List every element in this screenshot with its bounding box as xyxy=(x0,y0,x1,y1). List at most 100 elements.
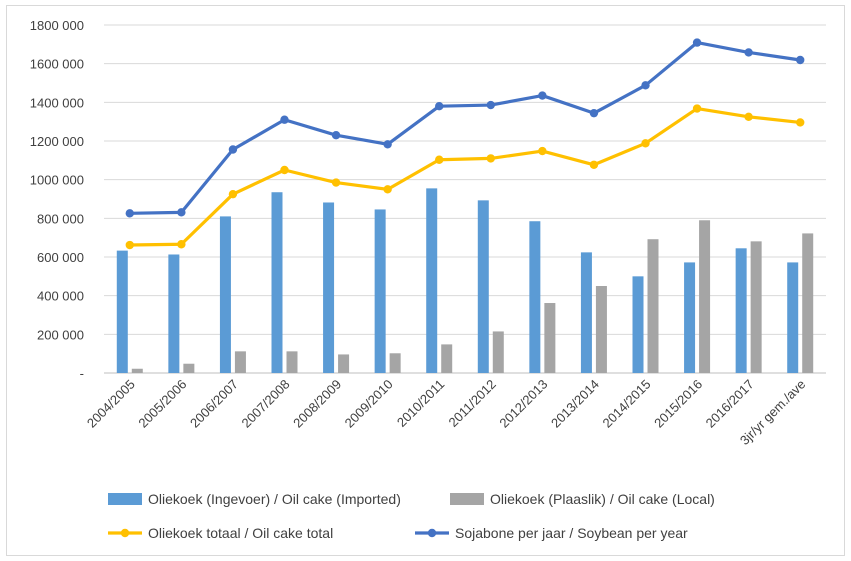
legend-swatch xyxy=(450,493,484,505)
y-tick-label: 1600 000 xyxy=(30,57,84,72)
point-oil-cake-total xyxy=(641,139,650,148)
x-tick-label: 2008/2009 xyxy=(290,377,344,431)
bar-imported xyxy=(374,209,386,373)
y-tick-label: 600 000 xyxy=(37,250,84,265)
bar-local xyxy=(131,368,143,373)
point-oil-cake-total xyxy=(796,118,805,127)
point-soybean xyxy=(589,108,599,118)
point-oil-cake-total xyxy=(125,240,134,250)
bar-local xyxy=(286,351,298,373)
point-soybean xyxy=(228,145,238,154)
point-soybean xyxy=(331,131,341,140)
point-soybean xyxy=(641,81,650,90)
x-tick-label: 2010/2011 xyxy=(394,377,447,430)
point-oil-cake-total xyxy=(692,104,702,113)
y-axis: - 200 000 400 000 600 000 800 000 1000 000 120… xyxy=(30,18,84,381)
point-oil-cake-total xyxy=(435,155,444,164)
legend-swatch-marker xyxy=(120,528,130,538)
bar-imported xyxy=(684,262,696,373)
bar-local xyxy=(234,351,246,373)
point-soybean xyxy=(435,102,444,111)
legend-item: Oliekoek (Ingevoer) / Oil cake (Imported… xyxy=(108,491,401,507)
point-soybean xyxy=(280,115,289,124)
point-oil-cake-total xyxy=(177,240,186,249)
bar-local xyxy=(544,303,556,373)
legend-label: Sojabone per jaar / Soybean per year xyxy=(455,525,688,541)
bar-local xyxy=(389,353,401,373)
legend-swatch-marker xyxy=(427,528,437,538)
bar-imported xyxy=(219,216,231,373)
point-soybean xyxy=(177,208,186,217)
bar-imported xyxy=(116,250,128,373)
x-tick-label: 2015/2016 xyxy=(651,377,705,431)
bar-imported xyxy=(529,221,541,373)
x-tick-label: 2009/2010 xyxy=(342,377,396,431)
x-tick-label: 2013/2014 xyxy=(548,377,602,431)
bar-imported xyxy=(787,262,799,373)
point-oil-cake-total xyxy=(486,154,495,163)
y-tick-label: 800 000 xyxy=(37,211,84,226)
line-soybean xyxy=(129,40,801,215)
bar-imported xyxy=(735,248,747,373)
x-tick-label: 2007/2008 xyxy=(239,377,293,431)
point-oil-cake-total xyxy=(228,189,238,199)
x-tick-label: 2004/2005 xyxy=(84,377,138,431)
bar-local xyxy=(699,220,711,373)
bar-imported xyxy=(632,276,644,373)
y-tick-label: - xyxy=(80,366,84,381)
x-tick-label: 2012/2013 xyxy=(496,377,550,431)
legend-label: Oliekoek totaal / Oil cake total xyxy=(148,525,333,541)
x-tick-label: 2011/2012 xyxy=(446,377,499,430)
legend-item: Oliekoek (Plaaslik) / Oil cake (Local) xyxy=(450,491,715,507)
bar-local xyxy=(183,363,195,373)
bar-imported xyxy=(477,200,489,373)
bar-local xyxy=(595,286,607,373)
y-tick-label: 1200 000 xyxy=(30,134,84,149)
y-tick-label: 1400 000 xyxy=(30,95,84,110)
point-oil-cake-total xyxy=(331,178,341,187)
point-oil-cake-total xyxy=(744,112,753,122)
bar-local xyxy=(338,354,350,373)
legend-label: Oliekoek (Plaaslik) / Oil cake (Local) xyxy=(490,491,715,507)
point-oil-cake-total xyxy=(280,165,289,175)
x-tick-label: 2016/2017 xyxy=(703,377,757,431)
bar-imported xyxy=(580,252,592,373)
legend-item: Oliekoek totaal / Oil cake total xyxy=(108,525,333,541)
point-soybean xyxy=(486,100,495,110)
bar-marks xyxy=(116,188,814,373)
legend-swatch xyxy=(108,493,142,505)
legend-label: Oliekoek (Ingevoer) / Oil cake (Imported… xyxy=(148,491,401,507)
bar-local xyxy=(441,344,453,373)
bar-imported xyxy=(426,188,438,373)
point-soybean xyxy=(383,140,392,149)
point-soybean xyxy=(796,55,805,65)
line-oil-cake-total xyxy=(129,106,801,247)
legend: Oliekoek (Ingevoer) / Oil cake (Imported… xyxy=(108,491,715,541)
bar-imported xyxy=(271,192,283,373)
bar-local xyxy=(750,241,762,373)
y-tick-label: 200 000 xyxy=(37,327,84,342)
bar-local xyxy=(492,331,504,373)
x-tick-label: 2014/2015 xyxy=(600,377,654,431)
bar-local xyxy=(647,239,659,373)
point-soybean xyxy=(125,209,134,218)
x-tick-label: 2006/2007 xyxy=(187,377,241,431)
point-oil-cake-total xyxy=(589,160,599,169)
point-soybean xyxy=(692,38,702,47)
gridlines xyxy=(104,24,826,374)
x-axis: 2004/20052005/20062006/20072007/20082008… xyxy=(84,377,808,448)
point-soybean xyxy=(744,48,753,57)
bar-local xyxy=(802,233,814,373)
y-tick-label: 400 000 xyxy=(37,289,84,304)
point-oil-cake-total xyxy=(383,185,392,194)
point-soybean xyxy=(538,91,547,100)
bar-imported xyxy=(168,254,180,373)
y-tick-label: 1800 000 xyxy=(30,18,84,33)
legend-item: Sojabone per jaar / Soybean per year xyxy=(415,525,688,541)
line-series xyxy=(125,38,805,250)
point-oil-cake-total xyxy=(538,146,547,156)
bar-imported xyxy=(323,202,335,373)
y-tick-label: 1000 000 xyxy=(30,173,84,188)
x-tick-label: 2005/2006 xyxy=(135,377,189,431)
